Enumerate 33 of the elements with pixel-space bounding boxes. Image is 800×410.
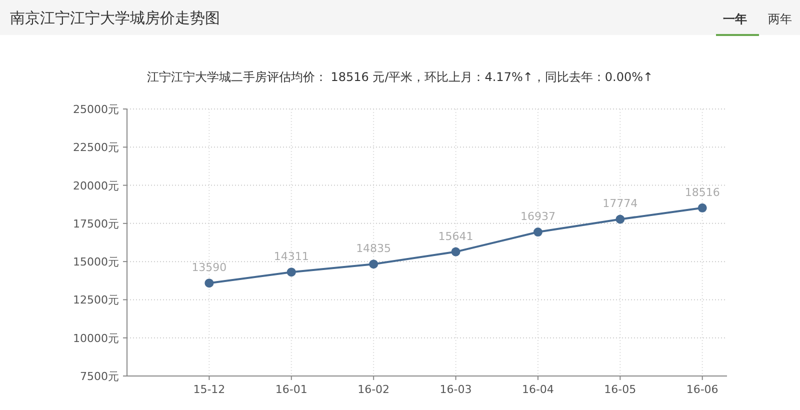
data-label: 16937 — [520, 210, 556, 224]
y-tick-label: 20000元 — [73, 179, 119, 192]
x-tick-label: 16-02 — [358, 383, 390, 396]
data-label: 14311 — [274, 250, 309, 264]
text: 一年 — [723, 12, 747, 26]
y-tick-label: 10000元 — [73, 332, 119, 345]
y-tick-label: 22500元 — [73, 141, 119, 154]
x-tick-label: 16-04 — [522, 383, 554, 396]
y-tick-label: 12500元 — [73, 294, 119, 307]
point — [616, 214, 625, 224]
y-tick-label: 7500元 — [80, 370, 119, 383]
data-label: 17774 — [602, 197, 638, 210]
x-tick-label: 16-01 — [275, 383, 308, 396]
data-label: 18516 — [684, 186, 720, 199]
point — [286, 268, 296, 277]
data-label: 14835 — [356, 242, 392, 256]
point — [698, 203, 707, 212]
y-tick-label: 15000元 — [73, 256, 119, 269]
data-label: 13590 — [192, 261, 227, 274]
y-tick-label: 17500元 — [73, 217, 119, 230]
x-tick-label: 16-06 — [686, 383, 718, 396]
data-label: 15641 — [438, 230, 474, 243]
x-tick-label: 15-12 — [193, 383, 226, 396]
x-tick-label: 16-05 — [604, 383, 636, 396]
point — [204, 278, 214, 288]
x-tick-label: 16-03 — [440, 383, 472, 396]
point — [533, 228, 542, 237]
point — [451, 247, 460, 256]
y-tick-label: 25000元 — [73, 103, 119, 116]
text: 两年 — [768, 12, 792, 26]
point — [369, 260, 378, 269]
chart-subtitle: 江宁江宁大学城二手房评估均价： 18516 元/平米，环比上月：4.17%↑，同比去年：0.00%↑ — [146, 70, 654, 84]
chart-title: 南京江宁江宁大学城房价走势图 — [10, 9, 220, 27]
